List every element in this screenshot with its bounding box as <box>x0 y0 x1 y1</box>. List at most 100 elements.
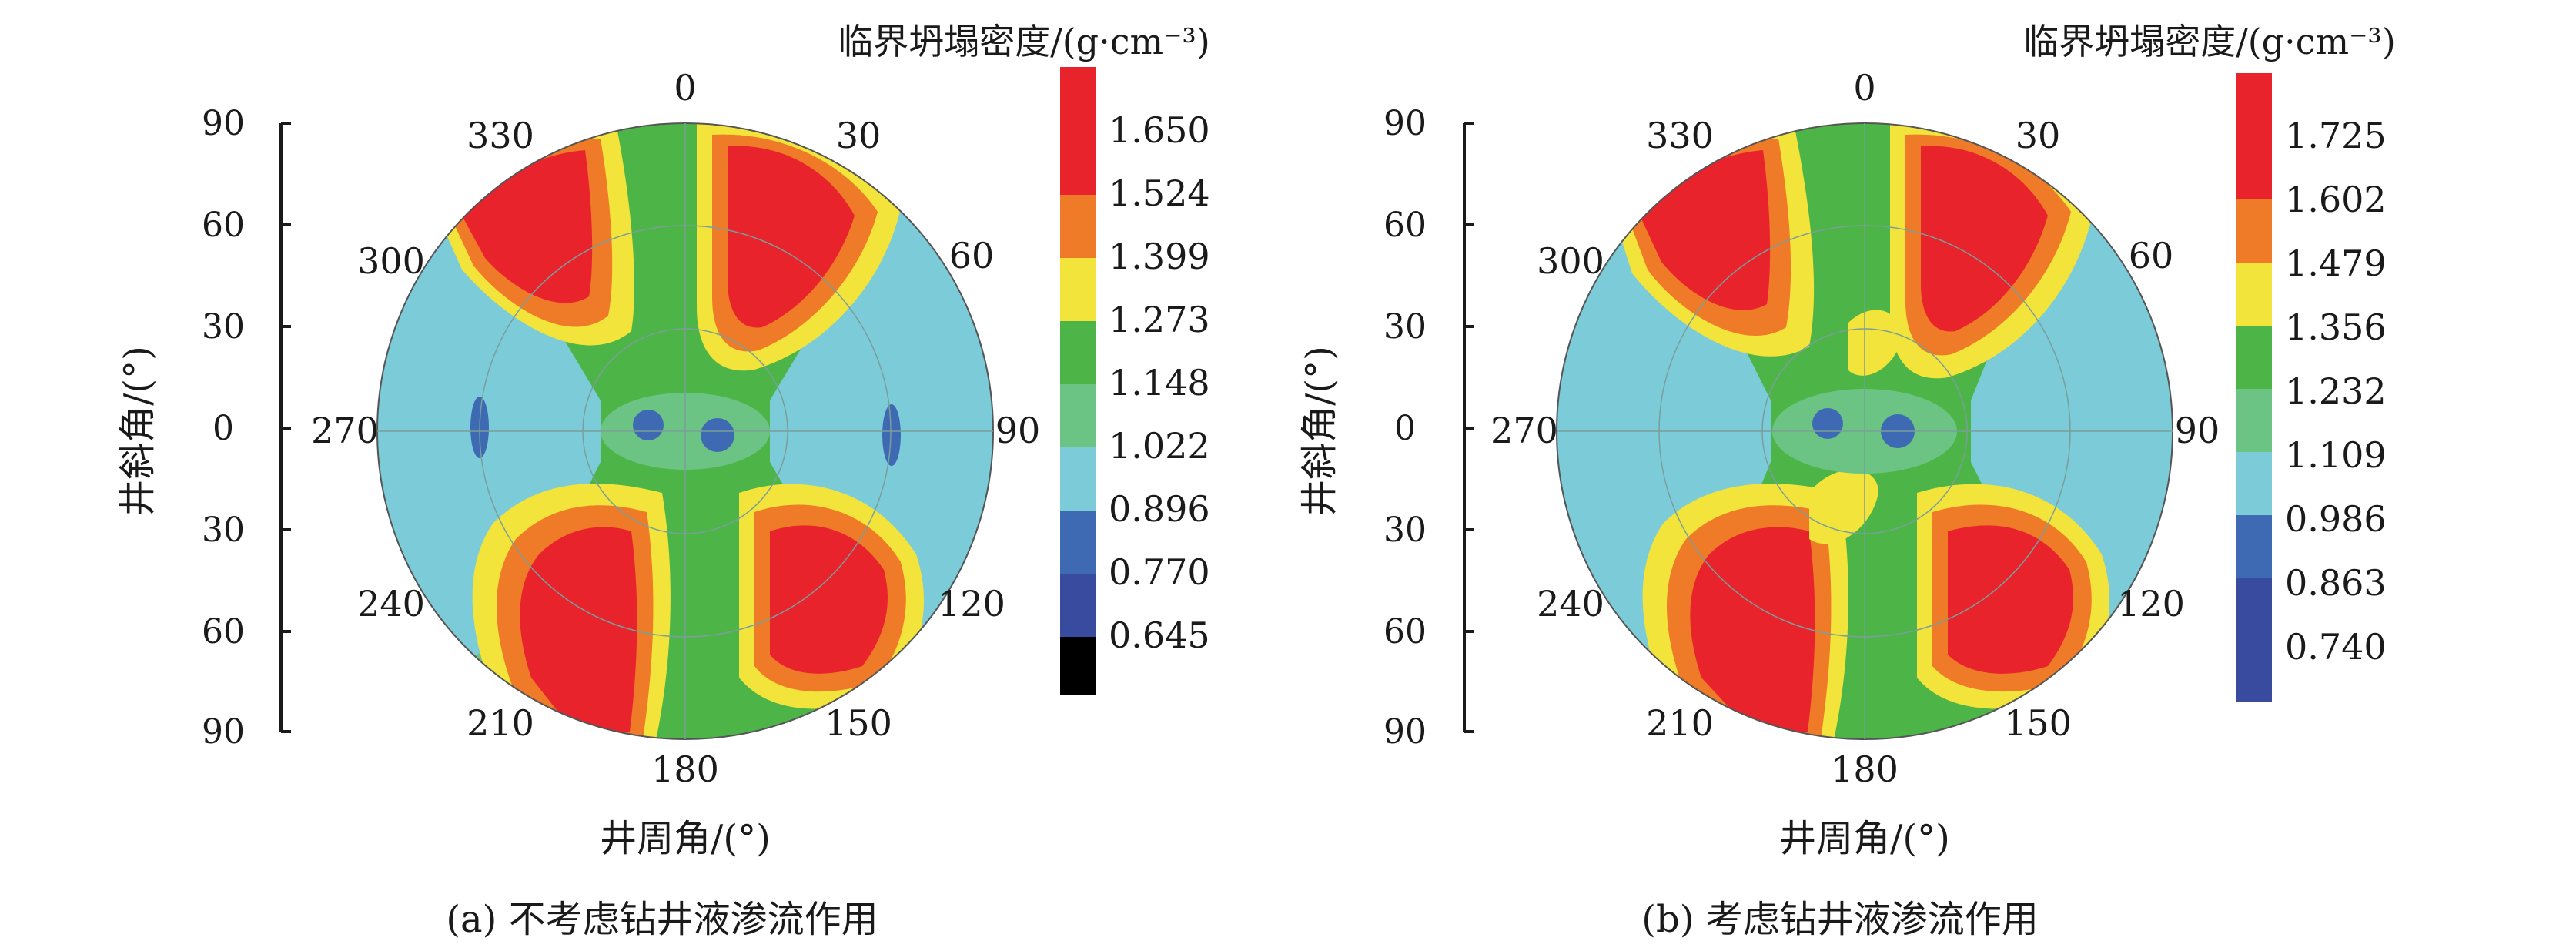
radial-tick-a-5: 60 <box>202 612 245 651</box>
radial-tick-a-3: 0 <box>212 409 234 448</box>
colorbar-level-b-6: 0.986 <box>2285 498 2387 540</box>
lobe-se-a <box>739 484 924 709</box>
angle-tick-b-60: 60 <box>2129 235 2174 276</box>
angle-tick-b-240: 240 <box>1537 583 1604 625</box>
colorbar-level-a-1: 1.524 <box>1109 172 1210 214</box>
polar-grid-b <box>1556 122 2173 740</box>
radial-tick-b-1: 60 <box>1383 206 1427 245</box>
radial-tick-a-0: 90 <box>202 104 245 143</box>
radial-tick-a-6: 90 <box>202 712 245 752</box>
lobe-ne-b <box>1890 123 2094 379</box>
angle-tick-b-210: 210 <box>1646 702 1714 744</box>
colorbar-swatch-a-2 <box>1060 195 1096 258</box>
angle-tick-a-60: 60 <box>949 235 995 276</box>
colorbar-level-b-7: 0.863 <box>2285 562 2387 604</box>
colorbar-level-a-3: 1.273 <box>1109 299 1210 340</box>
colorbar-swatch-a-9 <box>1060 637 1096 695</box>
angle-tick-b-0: 0 <box>1853 67 1875 109</box>
radial-axis-a <box>279 122 291 733</box>
colorbar-level-a-8: 0.645 <box>1109 614 1210 656</box>
radial-tick-b-4: 30 <box>1383 511 1427 550</box>
low-spot-center-1-a <box>633 410 664 440</box>
radial-axis-b <box>1463 122 1474 733</box>
angle-tick-a-300: 300 <box>357 240 425 282</box>
colorbar-level-b-2: 1.479 <box>2285 243 2387 284</box>
colorbar-level-b-4: 1.232 <box>2285 370 2387 412</box>
lobe-ne-a <box>697 123 901 371</box>
angle-tick-a-270: 270 <box>311 410 379 451</box>
colorbar-title-a: 临界坍塌密度/(g·cm⁻³) <box>838 21 1210 62</box>
angle-tick-b-30: 30 <box>2016 115 2061 156</box>
panel-a: 90 60 30 0 30 60 90 井斜角/(°) 0 30 60 90 1… <box>116 21 1210 941</box>
colorbar-swatch-a-5 <box>1060 384 1096 447</box>
colorbar-swatch-b-5 <box>2236 389 2272 452</box>
colorbar-swatch-a-0 <box>1060 67 1096 131</box>
angle-tick-b-120: 120 <box>2117 583 2185 625</box>
colorbar-level-a-7: 0.770 <box>1109 551 1210 593</box>
colorbar-a <box>1060 67 1096 695</box>
colorbar-swatch-b-4 <box>2236 326 2272 389</box>
radial-tick-b-2: 30 <box>1383 307 1427 347</box>
colorbar-swatch-a-7 <box>1060 511 1096 574</box>
low-spot-right-a <box>882 404 901 466</box>
center-patch-upper-b <box>1848 310 1902 376</box>
colorbar-level-b-5: 1.109 <box>2285 434 2387 476</box>
theta-axis-label-b: 井周角/(°) <box>1779 817 1950 860</box>
angle-tick-a-0: 0 <box>674 67 696 109</box>
colorbar-swatch-a-6 <box>1060 447 1096 511</box>
colorbar-level-a-6: 0.896 <box>1109 488 1210 530</box>
angle-tick-a-240: 240 <box>357 583 425 625</box>
colorbar-level-a-2: 1.399 <box>1109 236 1210 277</box>
angle-tick-b-90: 90 <box>2175 410 2220 451</box>
lobe-se-b <box>1917 484 2109 709</box>
lobe-sw-a <box>472 484 671 739</box>
colorbar-swatch-b-8 <box>2236 578 2272 702</box>
colorbar-swatch-b-3 <box>2236 263 2272 326</box>
angle-tick-b-330: 330 <box>1646 115 1714 156</box>
colorbar-level-a-0: 1.650 <box>1109 109 1210 151</box>
angle-tick-a-90: 90 <box>995 410 1041 451</box>
colorbar-swatch-b-6 <box>2236 452 2272 515</box>
angle-tick-a-210: 210 <box>467 702 534 744</box>
low-spot-center-2-a <box>701 418 734 452</box>
colorbar-swatch-b-7 <box>2236 515 2272 578</box>
colorbar-swatch-a-1 <box>1060 131 1096 195</box>
angle-tick-a-120: 120 <box>938 583 1005 625</box>
colorbar-swatch-b-0 <box>2236 73 2272 136</box>
radial-axis-label-b: 井斜角/(°) <box>1298 346 1341 517</box>
colorbar-swatch-b-1 <box>2236 136 2272 199</box>
colorbar-level-b-3: 1.356 <box>2285 306 2387 348</box>
colorbar-swatch-a-4 <box>1060 321 1096 384</box>
caption-a: (a) 不考虑钻井液渗流作用 <box>446 898 878 941</box>
colorbar-swatch-a-3 <box>1060 258 1096 321</box>
colorbar-level-a-5: 1.022 <box>1109 425 1210 467</box>
radial-tick-b-6: 90 <box>1383 712 1427 752</box>
center-patch-lower-b <box>1809 470 1878 544</box>
lobe-sw-b <box>1642 484 1848 739</box>
radial-axis-label-a: 井斜角/(°) <box>116 346 159 517</box>
colorbar-swatch-b-2 <box>2236 199 2272 263</box>
angle-tick-b-150: 150 <box>2004 702 2072 744</box>
angle-tick-a-180: 180 <box>651 748 719 790</box>
colorbar-b <box>2236 73 2272 702</box>
colorbar-level-b-8: 0.740 <box>2285 626 2387 668</box>
angle-tick-b-270: 270 <box>1490 410 1558 451</box>
polar-grid-a <box>376 122 994 740</box>
radial-tick-a-4: 30 <box>202 511 245 550</box>
angle-tick-b-180: 180 <box>1831 748 1899 790</box>
radial-tick-a-2: 30 <box>202 307 245 347</box>
theta-axis-label-a: 井周角/(°) <box>600 817 771 860</box>
angle-tick-b-300: 300 <box>1537 240 1604 282</box>
colorbar-swatch-a-8 <box>1060 574 1096 637</box>
low-spot-center-1-b <box>1812 408 1843 439</box>
radial-tick-b-3: 0 <box>1394 409 1416 448</box>
radial-tick-b-5: 60 <box>1383 612 1427 651</box>
colorbar-title-b: 临界坍塌密度/(g·cm⁻³) <box>2023 21 2396 62</box>
colorbar-level-b-0: 1.725 <box>2285 115 2387 156</box>
radial-tick-b-0: 90 <box>1383 104 1427 143</box>
angle-tick-a-330: 330 <box>467 115 534 156</box>
panel-b: 90 60 30 0 30 60 90 井斜角/(°) 0 30 60 90 1… <box>1298 21 2396 941</box>
colorbar-level-b-1: 1.602 <box>2285 179 2387 220</box>
caption-b: (b) 考虑钻井液渗流作用 <box>1641 898 2038 941</box>
angle-tick-a-30: 30 <box>836 115 882 156</box>
